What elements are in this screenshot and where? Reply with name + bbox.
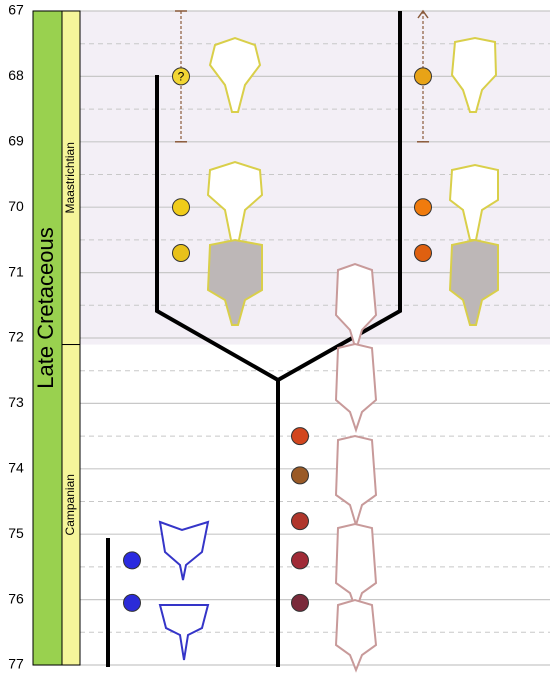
age-dot — [291, 593, 309, 612]
tick-label: 70 — [8, 198, 24, 214]
skulls — [158, 36, 499, 673]
tick-label: 77 — [8, 656, 24, 672]
age-dot — [172, 67, 190, 86]
stage-label: Maastrichtian — [63, 142, 77, 213]
age-dot — [172, 198, 190, 217]
skull — [158, 604, 210, 661]
period-column — [32, 10, 63, 666]
skull — [334, 434, 378, 529]
age-dot — [414, 243, 432, 262]
skull — [334, 598, 378, 673]
tick-label: 67 — [8, 2, 24, 18]
age-dot — [414, 67, 432, 86]
tick-label: 68 — [8, 67, 24, 83]
skull — [334, 262, 378, 354]
tick-label: 75 — [8, 525, 24, 541]
tick-label: 71 — [8, 263, 24, 279]
stage-column — [61, 344, 81, 666]
skull — [448, 163, 499, 241]
age-dot — [291, 466, 309, 485]
stage-label: Campanian — [63, 474, 77, 535]
age-dot — [123, 551, 141, 570]
skull — [450, 36, 498, 113]
skull — [334, 342, 378, 434]
range-arrow — [417, 9, 429, 19]
skull — [158, 520, 210, 581]
skull — [208, 36, 262, 113]
tick-label: 73 — [8, 394, 24, 410]
period-label: Late Cretaceous — [33, 227, 58, 388]
tree — [106, 11, 402, 667]
dot-label: ? — [178, 70, 185, 84]
skull — [448, 238, 499, 326]
age-dot — [172, 243, 190, 262]
age-dot — [291, 427, 309, 446]
age-dot — [123, 593, 141, 612]
age-dot — [291, 512, 309, 531]
tick-label: 69 — [8, 133, 24, 149]
skull — [206, 238, 263, 326]
age-dot — [291, 551, 309, 570]
age-dot — [414, 198, 432, 217]
tick-label: 76 — [8, 590, 24, 606]
tick-label: 74 — [8, 460, 24, 476]
tick-label: 72 — [8, 329, 24, 345]
skull — [334, 522, 378, 614]
skull — [206, 160, 264, 246]
